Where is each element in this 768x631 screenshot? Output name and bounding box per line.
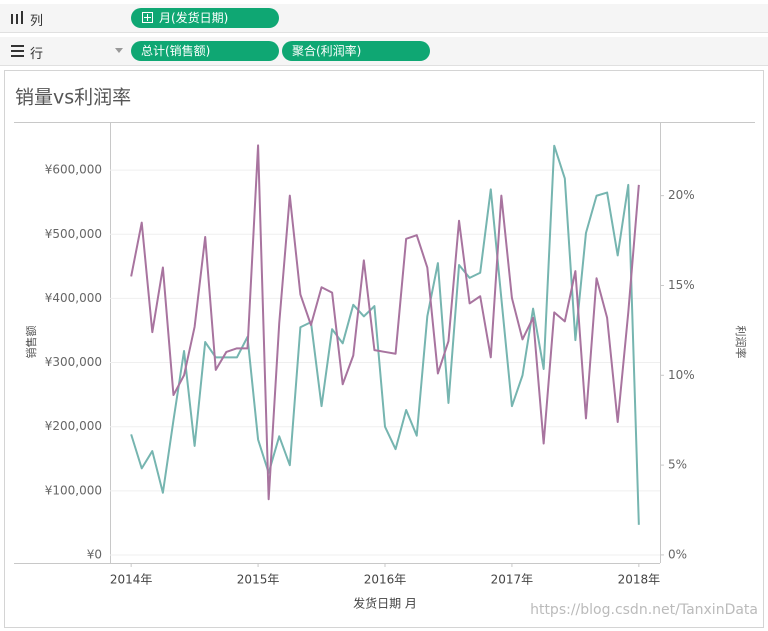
y2-tick-label: 15% [668, 278, 695, 292]
y-tick-label: ¥500,000 [45, 227, 102, 241]
pill[interactable]: 月(发货日期) [131, 8, 279, 28]
y2-tick-label: 20% [668, 188, 695, 202]
y-tick-label: ¥100,000 [45, 483, 102, 497]
line-series [130, 144, 640, 501]
y-tick-label: ¥200,000 [45, 419, 102, 433]
rows-shelf: 行 总计(销售额) 聚合(利润率) [0, 37, 768, 66]
pill-text: 总计(销售额) [141, 44, 211, 58]
x-tick-label: 2016年 [364, 573, 407, 587]
pill[interactable]: 总计(销售额) [131, 41, 279, 61]
line-series [130, 144, 640, 525]
y2-axis-title: 利润率 [734, 326, 748, 359]
x-tick-label: 2015年 [237, 573, 280, 587]
y2-tick-label: 0% [668, 547, 687, 561]
shelf-label: 列 [30, 14, 44, 29]
x-axis-title: 发货日期 月 [353, 596, 417, 611]
y-tick-label: ¥400,000 [45, 291, 102, 305]
shelf-label: 行 [30, 47, 44, 62]
pill-text: 聚合(利润率) [292, 44, 362, 58]
columns-icon [11, 11, 23, 24]
y2-tick-label: 5% [668, 458, 687, 472]
y-tick-label: ¥0 [87, 547, 102, 561]
y-tick-label: ¥600,000 [45, 163, 102, 177]
x-tick-label: 2014年 [110, 573, 153, 587]
x-tick-label: 2018年 [618, 573, 661, 587]
chart-frame [4, 70, 764, 628]
y2-tick-label: 10% [668, 368, 695, 382]
dropdown-arrow[interactable] [115, 48, 125, 56]
x-tick-label: 2017年 [491, 573, 534, 587]
columns-shelf: 列 月(发货日期) [0, 4, 768, 33]
pill[interactable]: 聚合(利润率) [282, 41, 430, 61]
rows-icon [11, 45, 24, 57]
expand-icon [142, 12, 153, 23]
y-tick-label: ¥300,000 [45, 355, 102, 369]
watermark: https://blog.csdn.net/TanxinData [530, 602, 758, 618]
y-axis-title: 销售额 [24, 326, 38, 359]
chart-title: 销量vs利润率 [15, 87, 131, 109]
pill-text: 月(发货日期) [159, 11, 229, 25]
